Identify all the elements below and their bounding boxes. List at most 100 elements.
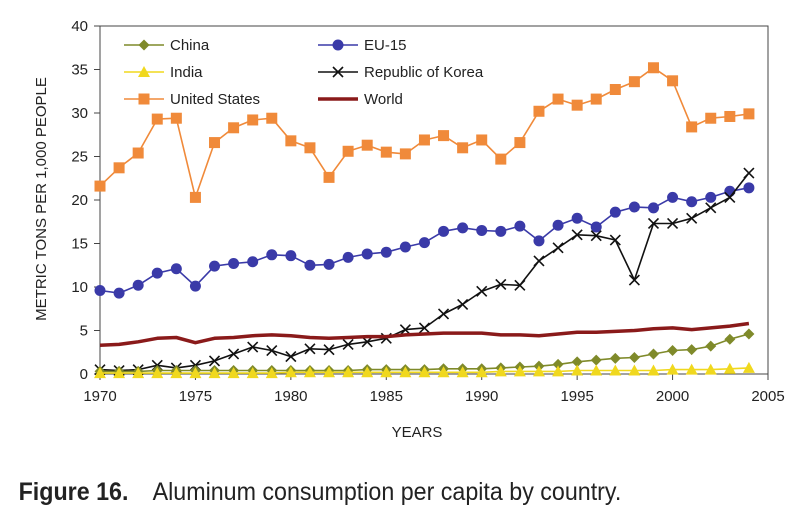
data-point-republic-of-korea bbox=[552, 242, 564, 254]
data-point-eu-15 bbox=[476, 224, 488, 236]
data-point-republic-of-korea bbox=[418, 322, 431, 334]
data-point-republic-of-korea bbox=[628, 274, 640, 286]
data-point-eu-15 bbox=[228, 258, 240, 270]
x-axis-title: YEARS bbox=[392, 424, 443, 441]
x-tick-label: 2000 bbox=[656, 388, 689, 405]
data-point-eu-15 bbox=[113, 287, 125, 299]
data-point-india bbox=[361, 366, 374, 378]
x-tick-label: 1995 bbox=[560, 388, 593, 405]
data-point-india bbox=[132, 367, 145, 379]
data-point-eu-15 bbox=[647, 202, 659, 214]
data-point-united-states bbox=[609, 84, 621, 96]
y-tick-label: 40 bbox=[71, 18, 88, 35]
data-point-eu-15 bbox=[361, 248, 373, 260]
series-group bbox=[94, 62, 755, 379]
data-point-republic-of-korea bbox=[342, 338, 354, 350]
data-point-eu-15 bbox=[209, 260, 221, 272]
data-point-india bbox=[208, 367, 221, 379]
data-point-united-states bbox=[552, 93, 564, 105]
x-tick-label: 1970 bbox=[83, 388, 116, 405]
data-point-eu-15 bbox=[399, 241, 411, 253]
data-point-united-states bbox=[361, 139, 373, 151]
legend-label: Republic of Korea bbox=[364, 64, 484, 81]
data-point-india bbox=[380, 366, 393, 378]
data-point-republic-of-korea bbox=[590, 230, 602, 242]
data-point-eu-15 bbox=[457, 222, 469, 234]
data-point-china bbox=[571, 356, 583, 368]
y-tick-label: 10 bbox=[71, 279, 88, 296]
data-point-republic-of-korea bbox=[304, 343, 316, 355]
data-point-china bbox=[724, 333, 736, 345]
data-point-republic-of-korea bbox=[266, 344, 278, 357]
data-point-republic-of-korea bbox=[457, 298, 469, 310]
data-point-india bbox=[342, 366, 355, 378]
data-point-united-states bbox=[686, 121, 698, 133]
data-point-eu-15 bbox=[686, 196, 698, 208]
legend-item-world: World bbox=[318, 91, 403, 108]
data-point-republic-of-korea bbox=[247, 341, 259, 353]
data-point-india bbox=[418, 366, 431, 378]
chart: 1970 1975 1980 1985 1990 1995 2000 2005 0 5 10 15 2… bbox=[33, 18, 785, 441]
data-point-republic-of-korea bbox=[208, 355, 221, 367]
data-point-eu-15 bbox=[705, 191, 717, 203]
data-point-united-states bbox=[285, 135, 297, 147]
data-point-republic-of-korea bbox=[514, 279, 526, 291]
data-point-united-states bbox=[189, 191, 201, 203]
legend-item-china: China bbox=[124, 37, 210, 54]
data-point-china bbox=[590, 354, 602, 366]
data-point-china bbox=[628, 351, 640, 363]
data-point-china bbox=[705, 340, 717, 352]
legend-marker bbox=[138, 66, 150, 77]
series-india bbox=[94, 361, 755, 379]
figure-caption: Figure 16. Aluminum consumption per capit… bbox=[0, 478, 744, 518]
data-point-united-states bbox=[457, 142, 469, 154]
x-tick-label: 1985 bbox=[370, 388, 403, 405]
legend-marker bbox=[138, 93, 150, 105]
data-point-republic-of-korea bbox=[437, 308, 450, 320]
data-point-united-states bbox=[151, 113, 163, 125]
data-point-eu-15 bbox=[170, 263, 182, 275]
data-point-india bbox=[666, 363, 679, 375]
data-point-republic-of-korea bbox=[228, 348, 240, 360]
data-point-united-states bbox=[724, 110, 736, 122]
x-tick-label: 1990 bbox=[465, 388, 498, 405]
data-point-eu-15 bbox=[743, 182, 755, 194]
legend-label: World bbox=[364, 91, 403, 108]
legend-marker bbox=[332, 39, 344, 51]
data-point-india bbox=[151, 367, 164, 379]
data-point-eu-15 bbox=[667, 191, 679, 203]
legend-item-eu-15: EU-15 bbox=[318, 37, 407, 54]
series-united-states bbox=[94, 62, 755, 203]
data-point-republic-of-korea bbox=[399, 324, 411, 336]
data-point-india bbox=[742, 361, 755, 373]
data-point-eu-15 bbox=[533, 235, 545, 247]
y-tick-label: 30 bbox=[71, 105, 88, 122]
data-point-eu-15 bbox=[247, 256, 259, 268]
legend-item-india: India bbox=[124, 64, 203, 81]
data-point-united-states bbox=[132, 147, 144, 159]
x-tick-label: 1975 bbox=[179, 388, 212, 405]
data-point-india bbox=[246, 367, 259, 379]
y-tick-label: 0 bbox=[80, 366, 88, 383]
data-point-eu-15 bbox=[151, 267, 163, 279]
data-point-india bbox=[284, 366, 297, 378]
x-tick-label: 1980 bbox=[274, 388, 307, 405]
data-point-republic-of-korea bbox=[686, 212, 698, 224]
data-point-india bbox=[685, 363, 698, 375]
data-point-china bbox=[647, 348, 659, 360]
series-line-united-states bbox=[99, 67, 750, 199]
series-eu-15 bbox=[94, 182, 755, 299]
data-point-eu-15 bbox=[495, 225, 507, 237]
data-point-eu-15 bbox=[552, 219, 564, 231]
data-point-united-states bbox=[743, 108, 755, 120]
data-point-india bbox=[303, 366, 316, 378]
data-point-republic-of-korea bbox=[667, 217, 679, 230]
data-point-united-states bbox=[304, 142, 316, 154]
data-point-republic-of-korea bbox=[285, 351, 297, 363]
data-point-india bbox=[323, 366, 336, 378]
data-point-india bbox=[170, 367, 183, 379]
data-point-india bbox=[647, 364, 660, 376]
data-point-united-states bbox=[533, 105, 545, 117]
data-point-united-states bbox=[514, 137, 526, 149]
data-point-united-states bbox=[380, 146, 392, 158]
